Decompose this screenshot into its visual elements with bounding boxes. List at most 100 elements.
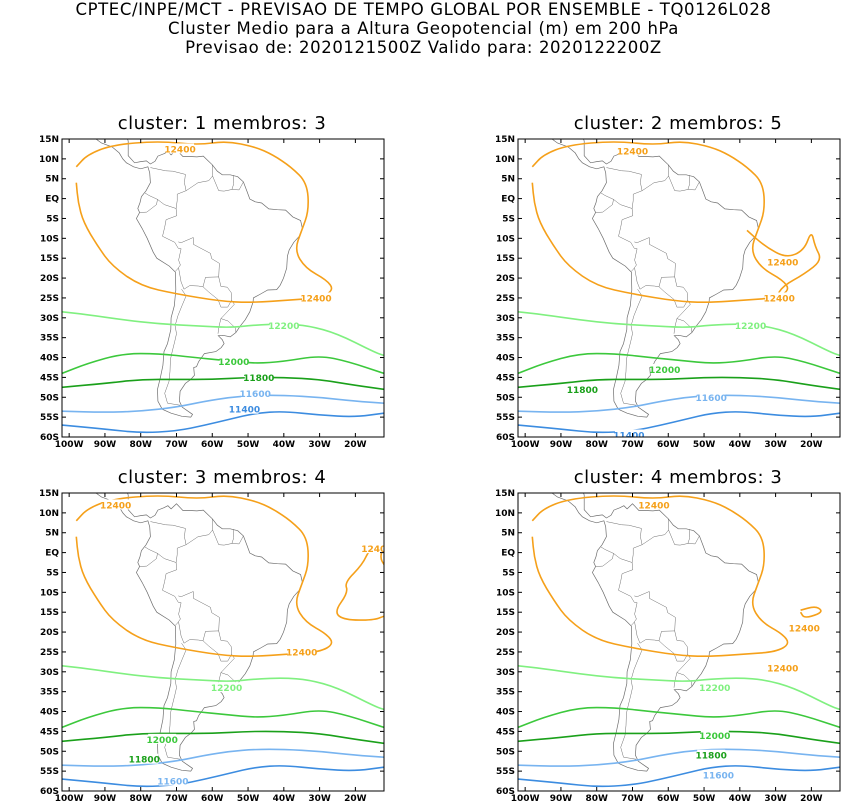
contour-label: 12400 (300, 294, 331, 304)
country-border (150, 521, 187, 570)
contour-label: 11800 (567, 386, 598, 396)
contour-label: 12200 (211, 684, 242, 694)
contour-label-background (101, 499, 130, 510)
lon-tick-label: 70W (621, 440, 644, 450)
contour-label: 12400 (767, 664, 798, 674)
country-border (674, 276, 693, 333)
contour-label-background (148, 733, 177, 744)
lat-tick-label: 30S (496, 314, 515, 324)
country-border (687, 535, 700, 545)
contour-label-background (241, 387, 270, 398)
country-border (613, 553, 633, 563)
lat-tick-label: EQ (501, 549, 515, 559)
lon-tick-label: 80W (129, 794, 152, 803)
contour-label: 12000 (218, 358, 249, 368)
lat-tick-label: 30S (496, 668, 515, 678)
header-line-1: CPTEC/INPE/MCT - PREVISAO DE TEMPO GLOBA… (75, 0, 772, 19)
isopleth-11600 (62, 394, 384, 413)
contour-label: 11400 (613, 432, 644, 442)
lat-tick-label: 10N (495, 155, 515, 165)
panel-title-2: cluster: 2 membros: 5 (573, 113, 783, 134)
country-border (212, 175, 234, 192)
lon-tick-label: 50W (693, 440, 716, 450)
lat-tick-label: 25S (40, 648, 59, 658)
contour-label-background (700, 682, 729, 693)
country-border (231, 535, 244, 545)
lat-tick-label: 20S (496, 274, 515, 284)
contour-label-background (302, 292, 331, 303)
lon-tick-label: 20W (800, 794, 823, 803)
panel-title-1: cluster: 1 membros: 3 (117, 113, 327, 134)
lat-tick-label: 35S (496, 334, 515, 344)
contour-label-background (736, 320, 765, 331)
lat-tick-label: 55S (40, 413, 59, 423)
country-border (641, 164, 669, 191)
lat-tick-label: EQ (45, 549, 59, 559)
isopleth-11800 (62, 376, 384, 391)
contour-label: 12400 (286, 648, 317, 658)
country-border (668, 529, 690, 546)
lat-tick-label: 55S (496, 413, 515, 423)
lat-tick-label: 5S (502, 568, 515, 578)
lon-tick-label: 30W (308, 794, 331, 803)
contour-label: 12400 (100, 501, 131, 511)
lat-tick-label: 45S (40, 727, 59, 737)
contour-label: 11400 (229, 406, 260, 416)
contour-label: 11800 (129, 756, 160, 766)
lon-tick-label: 40W (729, 440, 752, 450)
country-border (162, 569, 182, 626)
country-border (613, 199, 633, 209)
contour-label: 11600 (696, 394, 727, 404)
contour-label-background (700, 729, 729, 740)
contour-label-background (362, 543, 384, 554)
lat-tick-label: 20S (40, 628, 59, 638)
contour-label: 11600 (157, 778, 188, 788)
contour-label-background (158, 775, 187, 786)
lon-tick-label: 40W (729, 794, 752, 803)
lon-tick-label: 70W (165, 794, 188, 803)
lat-tick-label: 30S (40, 668, 59, 678)
lat-tick-label: 50S (40, 393, 59, 403)
contour-label: 12000 (649, 366, 680, 376)
country-border (687, 181, 700, 191)
country-border (139, 546, 158, 567)
contour-label-background (166, 143, 195, 154)
coastline (551, 493, 759, 772)
lat-tick-label: 5S (502, 214, 515, 224)
lat-tick-label: 15S (496, 254, 515, 264)
isopleth-12400 (336, 543, 384, 621)
lat-tick-label: 15N (495, 489, 515, 499)
contour-label-background (650, 363, 679, 374)
header-line-3: Previsao de: 2020121500Z Valido para: 20… (185, 38, 662, 57)
lon-tick-label: 30W (764, 440, 787, 450)
lat-tick-label: 35S (40, 334, 59, 344)
lat-tick-label: 30S (40, 314, 59, 324)
lon-tick-label: 40W (273, 440, 296, 450)
lat-tick-label: 10S (496, 234, 515, 244)
country-border (164, 643, 187, 760)
country-border (606, 167, 643, 216)
country-border (673, 672, 678, 688)
contour-label: 12400 (638, 501, 669, 511)
country-border (178, 591, 220, 644)
lon-tick-label: 60W (201, 440, 224, 450)
country-border (185, 164, 213, 191)
lon-tick-label: 80W (585, 440, 608, 450)
map-frame (517, 492, 841, 792)
contour-label-background (130, 753, 159, 764)
lat-tick-label: 60S (496, 787, 515, 797)
country-border (218, 276, 237, 333)
contour-label: 11600 (703, 772, 734, 782)
lat-tick-label: 5N (45, 175, 59, 185)
contour-label-background (212, 682, 241, 693)
isopleth-11600 (518, 748, 840, 767)
isopleth-12000 (518, 352, 840, 375)
lon-tick-label: 100W (55, 794, 84, 803)
lon-tick-label: 50W (237, 440, 260, 450)
country-border (595, 546, 614, 567)
country-border (634, 591, 676, 644)
lat-tick-label: 55S (40, 767, 59, 777)
lat-tick-label: 15S (40, 608, 59, 618)
isopleth-11400 (62, 411, 384, 434)
